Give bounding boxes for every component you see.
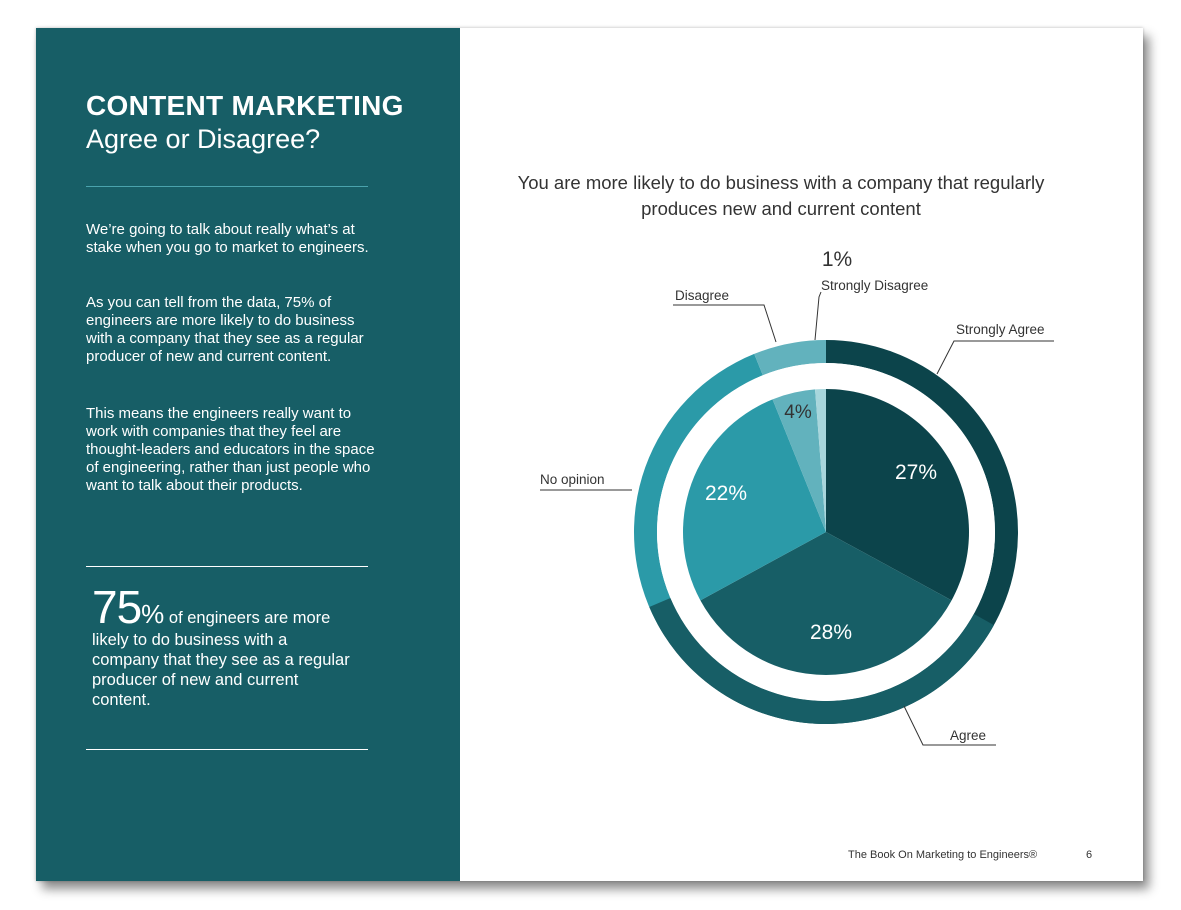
- page-number: 6: [1086, 849, 1093, 861]
- category-label-strongly-disagree: Strongly Disagree: [821, 278, 928, 293]
- divider-top: [86, 186, 368, 187]
- stat-number: 75: [92, 581, 142, 633]
- outer-ring-agree-lower: [649, 598, 994, 725]
- leader-line-strongly-disagree: [814, 291, 822, 341]
- outer-ring-no-opinion: [633, 353, 763, 624]
- pie-slice-strongly-disagree: [815, 389, 826, 532]
- pie-chart: 27% 28% 22% 4% 1% Strongly Agree Agree No opini…: [540, 248, 1054, 746]
- left-panel: CONTENT MARKETING Agree or Disagree? We’…: [36, 28, 460, 881]
- pie-slice-strongly-agree: [826, 389, 969, 601]
- outer-ring-disagree: [754, 340, 826, 376]
- chart-title: You are more likely to do business with …: [517, 172, 1045, 219]
- data-paragraph: As you can tell from the data, 75% of en…: [86, 294, 364, 365]
- category-label-strongly-agree: Strongly Agree: [956, 322, 1045, 337]
- leader-line-agree: [903, 705, 996, 746]
- meaning-paragraph: This means the engineers really want to …: [86, 405, 375, 494]
- leader-line-disagree: [673, 304, 777, 343]
- stat-callout: 75% of engineers are more likely to do b…: [92, 584, 352, 710]
- category-label-agree: Agree: [950, 728, 986, 743]
- pie-slice-disagree: [772, 389, 826, 532]
- footer-book-title: The Book On Marketing to Engineers®: [848, 849, 1038, 861]
- value-label-no-opinion: 22%: [705, 482, 747, 505]
- section-title: CONTENT MARKETING: [86, 90, 404, 121]
- page: CONTENT MARKETING Agree or Disagree? We’…: [36, 28, 1143, 881]
- divider-bottom: [86, 749, 368, 750]
- value-label-strongly-disagree: 1%: [822, 248, 852, 271]
- category-label-disagree: Disagree: [675, 288, 729, 303]
- value-label-agree: 28%: [810, 621, 852, 644]
- leader-line-strongly-agree: [936, 340, 1054, 375]
- divider-middle: [86, 566, 368, 567]
- value-label-disagree: 4%: [784, 402, 812, 423]
- stat-text: of engineers are more likely to do busin…: [92, 609, 350, 709]
- pie-slice-agree: [700, 532, 952, 675]
- category-label-no-opinion: No opinion: [540, 472, 605, 487]
- intro-paragraph: We’re going to talk about really what’s …: [86, 221, 369, 256]
- pie-slice-no-opinion: [683, 399, 826, 601]
- section-subtitle: Agree or Disagree?: [86, 124, 321, 154]
- value-label-strongly-agree: 27%: [895, 461, 937, 484]
- stat-percent: %: [141, 599, 165, 629]
